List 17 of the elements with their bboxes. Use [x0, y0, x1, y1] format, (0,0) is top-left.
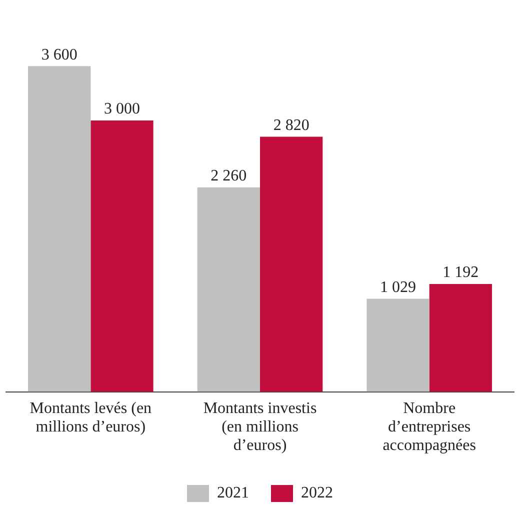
data-label: 3 000	[104, 100, 140, 118]
bar	[28, 66, 91, 392]
bar	[366, 298, 430, 392]
legend-label: 2021	[217, 484, 249, 502]
data-label: 2 260	[210, 168, 247, 185]
x-tick-label: Montants levés (en millions d’euros)	[30, 400, 152, 436]
data-label: 1 192	[442, 264, 479, 282]
bar	[429, 284, 492, 392]
data-label: 1 029	[380, 278, 416, 296]
data-label: 2 820	[273, 116, 310, 134]
x-tick-label: Montants investis (en millions d’euros)	[203, 400, 317, 454]
x-tick-label: Nombre d’entreprises accompagnées	[382, 400, 476, 454]
bar	[90, 120, 154, 392]
data-label: 3 600	[41, 46, 78, 64]
legend-label: 2022	[301, 484, 333, 502]
bar	[197, 187, 260, 392]
bar	[260, 136, 323, 392]
